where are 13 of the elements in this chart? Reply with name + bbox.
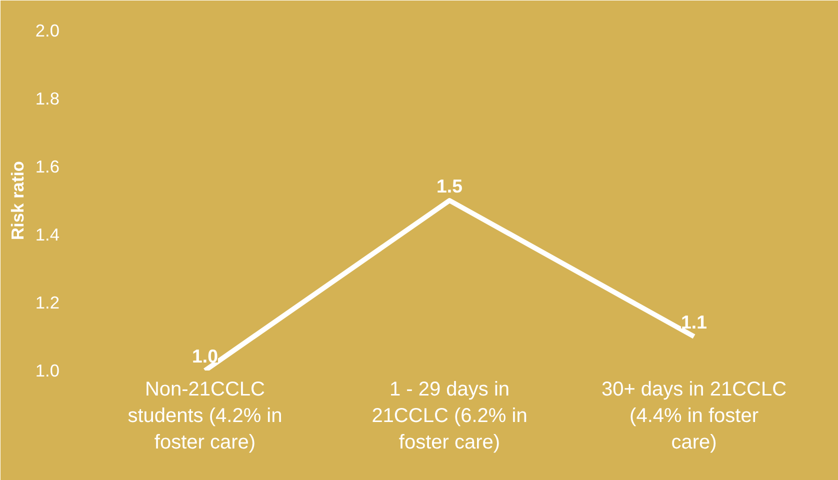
y-tick-label: 1.6 (35, 156, 60, 176)
data-label: 1.1 (681, 312, 707, 332)
y-axis-title: Risk ratio (7, 161, 28, 240)
y-tick-label: 2.0 (35, 20, 60, 40)
x-tick-label: Non-21CCLC students (4.2% in foster care) (128, 378, 282, 454)
y-tick-label: 1.0 (35, 360, 60, 380)
y-tick-label: 1.4 (35, 224, 60, 244)
x-tick-label: 1 - 29 days in 21CCLC (6.2% in foster care) (372, 378, 528, 454)
y-tick-label: 1.2 (35, 292, 60, 312)
data-label: 1.0 (192, 346, 218, 366)
x-tick-label: 30+ days in 21CCLC (4.4% in foster care) (601, 378, 787, 454)
data-label: 1.5 (436, 176, 462, 196)
y-tick-label: 1.8 (35, 88, 60, 108)
